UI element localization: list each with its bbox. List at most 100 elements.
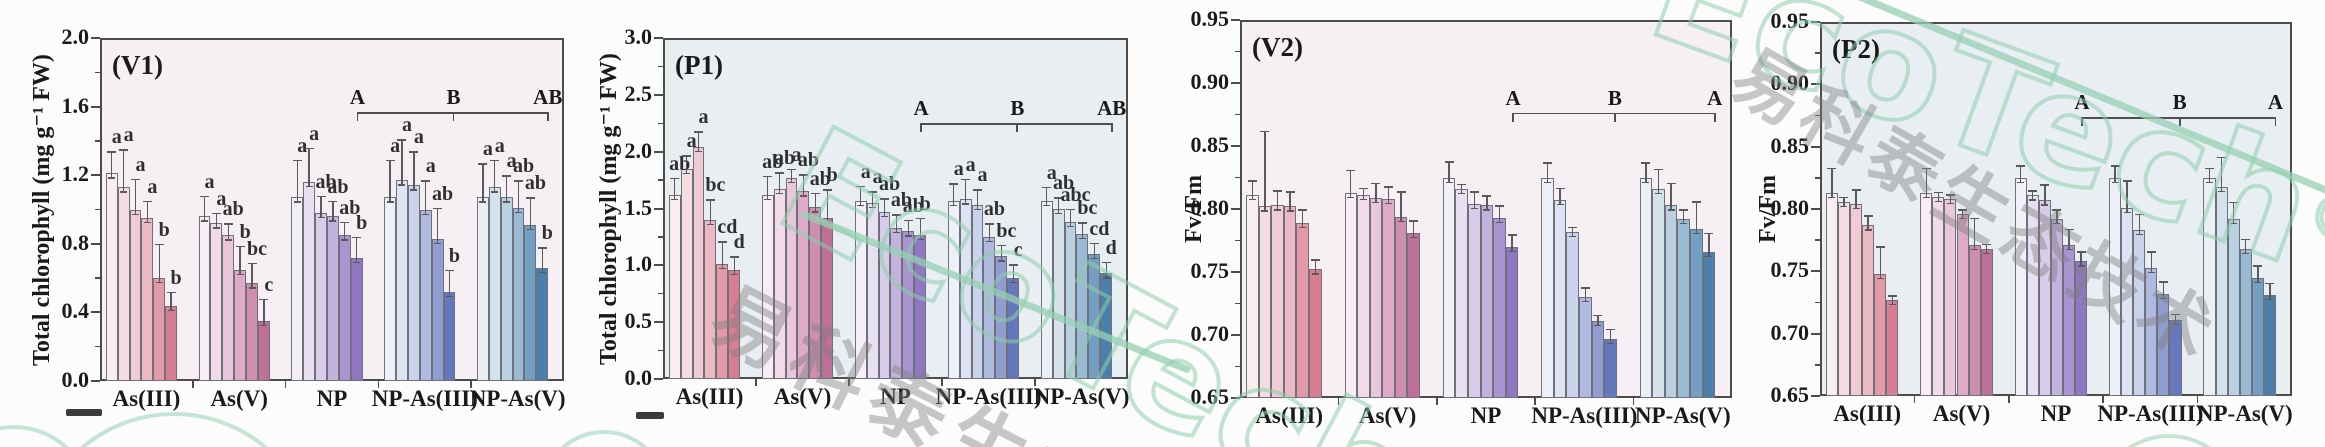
significance-letter: a (309, 122, 320, 145)
x-boundary-tick (2196, 396, 2199, 403)
error-bar-cap (235, 245, 245, 247)
error-bar-whisker (907, 219, 910, 237)
error-bar-whisker (263, 298, 265, 326)
error-bar-cap (2017, 181, 2025, 184)
y-major-tick (654, 37, 663, 39)
cropped-text-sliver (66, 409, 102, 416)
significance-letter: a (390, 134, 401, 157)
error-bar-cap (1876, 277, 1884, 280)
bar (303, 182, 316, 381)
y-tick-label: 3.0 (624, 24, 653, 49)
error-bar-cap (1457, 183, 1467, 186)
error-bar-cap (729, 256, 739, 258)
error-bar-whisker (2269, 282, 2271, 300)
error-bar-whisker (814, 192, 817, 213)
error-bar-cap (445, 295, 453, 298)
bar (1357, 195, 1370, 398)
error-bar-cap (2122, 180, 2132, 182)
significance-letter: a (297, 134, 308, 157)
comparison-bracket-tick (1512, 112, 1514, 122)
error-bar-whisker (122, 149, 125, 193)
error-bar-cap (1101, 261, 1111, 264)
error-bar-cap (1970, 217, 1980, 220)
bar (854, 200, 867, 379)
error-bar-whisker (203, 195, 206, 222)
y-major-tick (1231, 82, 1240, 84)
error-bar-cap (1508, 250, 1516, 253)
significance-letter: a (1046, 161, 1057, 184)
error-bar-cap (1839, 196, 1849, 199)
y-tick-label: 0.70 (1770, 319, 1810, 345)
error-bar-cap (2204, 167, 2214, 170)
error-bar-cap (1875, 246, 1885, 248)
error-bar-cap (2065, 249, 2073, 251)
y-tick-label: 0.65 (1770, 382, 1810, 407)
bar (728, 269, 741, 379)
y-tick-label: 1.5 (624, 194, 653, 220)
error-bar-cap (1852, 208, 1860, 210)
panel-label: (P1) (675, 50, 723, 80)
x-boundary-tick (941, 379, 943, 386)
error-bar-whisker (1362, 187, 1365, 201)
error-bar-cap (120, 191, 128, 193)
y-major-tick (91, 174, 100, 177)
error-bar-cap (775, 172, 785, 174)
bar (1064, 222, 1077, 379)
bar (1579, 297, 1592, 398)
error-bar-cap (1385, 202, 1393, 205)
y-tick-label: 1.6 (61, 92, 90, 118)
y-tick-label: 0.80 (1770, 195, 1810, 220)
bar (2239, 248, 2252, 396)
bar (1932, 196, 1945, 396)
error-bar-cap (1409, 220, 1419, 222)
error-bar-cap (788, 181, 796, 184)
error-bar-cap (1311, 273, 1319, 275)
bar (668, 194, 681, 379)
error-bar-whisker (1645, 162, 1647, 183)
y-tick-label: 0.65 (1190, 384, 1230, 409)
error-bar-cap (2077, 265, 2085, 267)
bar (2026, 195, 2039, 396)
comparison-bracket-tick (1713, 112, 1716, 122)
error-bar-cap (2158, 281, 2168, 283)
bar (1296, 222, 1310, 398)
error-bar-cap (682, 155, 692, 157)
error-bar-cap (1982, 243, 1992, 246)
error-bar-cap (1581, 301, 1589, 303)
error-bar-cap (1863, 215, 1873, 217)
panel-label: (V2) (1252, 32, 1303, 62)
error-bar-cap (1958, 209, 1968, 211)
error-bar-cap (2265, 282, 2275, 285)
error-bar-cap (1286, 210, 1294, 212)
bar (141, 218, 154, 381)
bar (2169, 319, 2182, 396)
cropped-text-sliver (636, 412, 664, 419)
error-bar-cap (1495, 205, 1505, 207)
significance-letter: cd (717, 216, 738, 239)
error-bar-whisker (2056, 209, 2058, 224)
bar (1007, 277, 1020, 379)
error-bar-cap (2016, 165, 2026, 167)
x-boundary-tick (2008, 396, 2010, 403)
y-major-tick (1811, 145, 1820, 148)
bar (105, 173, 118, 381)
comparison-bracket-letter: A (2074, 90, 2090, 115)
x-boundary-tick (2102, 396, 2104, 403)
bar (2157, 293, 2170, 396)
error-bar-whisker (1831, 167, 1833, 198)
bar (1271, 205, 1284, 398)
y-major-tick (1231, 334, 1240, 336)
bar (866, 202, 879, 379)
bar (476, 197, 489, 381)
error-bar-whisker (1973, 217, 1976, 251)
significance-letter: b (356, 211, 368, 234)
y-major-tick (1231, 145, 1240, 147)
bar (396, 180, 408, 381)
error-bar-cap (961, 178, 971, 181)
x-category-label: As(III) (675, 384, 744, 409)
error-bar-cap (1055, 212, 1063, 214)
significance-letter: c (1013, 239, 1023, 262)
bar (2263, 295, 2276, 396)
error-bar-cap (1945, 194, 1955, 196)
